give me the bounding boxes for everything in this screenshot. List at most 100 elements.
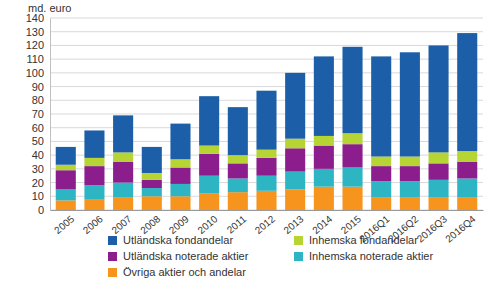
y-tick-label: 60 (32, 122, 44, 134)
legend-item: Utländska noterade aktier (108, 250, 249, 262)
legend-item: Inhemska fondandelar (294, 234, 418, 246)
bar (371, 166, 391, 181)
bar (199, 146, 219, 154)
bar (429, 163, 449, 179)
x-tick-label: 2013 (281, 213, 305, 236)
x-tick-label: 2006 (81, 213, 105, 236)
bar (142, 173, 162, 180)
bar (56, 200, 76, 210)
bar (457, 178, 477, 197)
bar (228, 155, 248, 163)
bar (170, 159, 190, 167)
x-tick-label: 2007 (109, 213, 133, 236)
y-tick: 130 (26, 26, 50, 38)
legend-label: Utländska fondandelar (123, 234, 233, 246)
bar (199, 176, 219, 194)
y-tick: 60 (32, 122, 50, 134)
bar (371, 157, 391, 167)
bar (199, 194, 219, 210)
bar (285, 139, 305, 149)
x-tick-label: 2016Q4 (443, 213, 478, 245)
x-tick: 2010 (195, 210, 219, 236)
x-tick: 2013 (281, 210, 305, 236)
bar (342, 167, 362, 186)
bar (84, 166, 104, 185)
legend-label: Övriga aktier och andelar (123, 266, 246, 278)
x-tick: 2007 (109, 210, 133, 236)
bar (371, 181, 391, 197)
bar (342, 187, 362, 210)
x-tick-label: 2008 (138, 213, 162, 236)
y-tick-label: 70 (32, 108, 44, 120)
legend-swatch (108, 236, 117, 245)
legend-item: Inhemska noterade aktier (294, 250, 433, 262)
bar (429, 152, 449, 163)
bar (56, 165, 76, 170)
legend-label: Inhemska fondandelar (309, 234, 418, 246)
grid-line (50, 45, 483, 46)
bar (285, 189, 305, 210)
bar (142, 147, 162, 173)
x-tick-label: 2010 (195, 213, 219, 236)
bar (314, 56, 334, 136)
bar (400, 52, 420, 156)
y-tick-label: 20 (32, 177, 44, 189)
legend-swatch (108, 252, 117, 261)
y-tick-label: 30 (32, 163, 44, 175)
bar (84, 185, 104, 199)
bar (56, 189, 76, 200)
bar (314, 169, 334, 187)
legend: Utländska fondandelar Inhemska fondandela… (108, 234, 433, 278)
bar (285, 73, 305, 139)
x-tick: 2016Q3 (415, 210, 450, 245)
x-tick: 2015 (339, 210, 363, 236)
bar (256, 150, 276, 158)
bars (56, 33, 478, 210)
bar (457, 162, 477, 178)
x-tick: 2009 (167, 210, 191, 236)
y-tick-label: 100 (26, 67, 44, 79)
y-tick-label: 130 (26, 26, 44, 38)
bar (199, 154, 219, 176)
bar (256, 91, 276, 150)
bar (285, 148, 305, 171)
bar (84, 199, 104, 210)
x-tick: 2006 (81, 210, 105, 236)
y-tick: 50 (32, 135, 50, 147)
bar (142, 180, 162, 188)
x-tick: 2012 (253, 210, 277, 236)
bar (400, 198, 420, 210)
x-tick: 2016Q4 (443, 210, 478, 245)
bar (228, 107, 248, 155)
bar (314, 136, 334, 146)
bar (113, 115, 133, 152)
y-axis-title: md. euro (28, 2, 71, 14)
bar (400, 181, 420, 197)
bar (142, 188, 162, 196)
bar (342, 47, 362, 133)
x-axis: 2005200620072008200920102011201220132014… (51, 210, 484, 245)
bar (84, 158, 104, 166)
x-axis-line (51, 210, 484, 211)
y-tick-label: 50 (32, 135, 44, 147)
bar (400, 166, 420, 181)
legend-item: Övriga aktier och andelar (108, 266, 246, 278)
y-tick: 80 (32, 94, 50, 106)
x-tick: 2008 (138, 210, 162, 236)
bar (170, 124, 190, 160)
bar (342, 133, 362, 144)
bar (400, 157, 420, 167)
y-tick-label: 0 (38, 204, 44, 216)
y-axis-line (50, 19, 51, 211)
x-tick-label: 2016Q3 (415, 213, 450, 245)
bar (113, 183, 133, 198)
bar (256, 191, 276, 210)
y-tick: 120 (26, 39, 50, 51)
bar (228, 163, 248, 178)
bar (457, 198, 477, 210)
bar (314, 187, 334, 210)
y-tick-label: 10 (32, 190, 44, 202)
x-tick: 2011 (225, 210, 249, 235)
legend-label: Utländska noterade aktier (123, 250, 249, 262)
bar (170, 196, 190, 210)
